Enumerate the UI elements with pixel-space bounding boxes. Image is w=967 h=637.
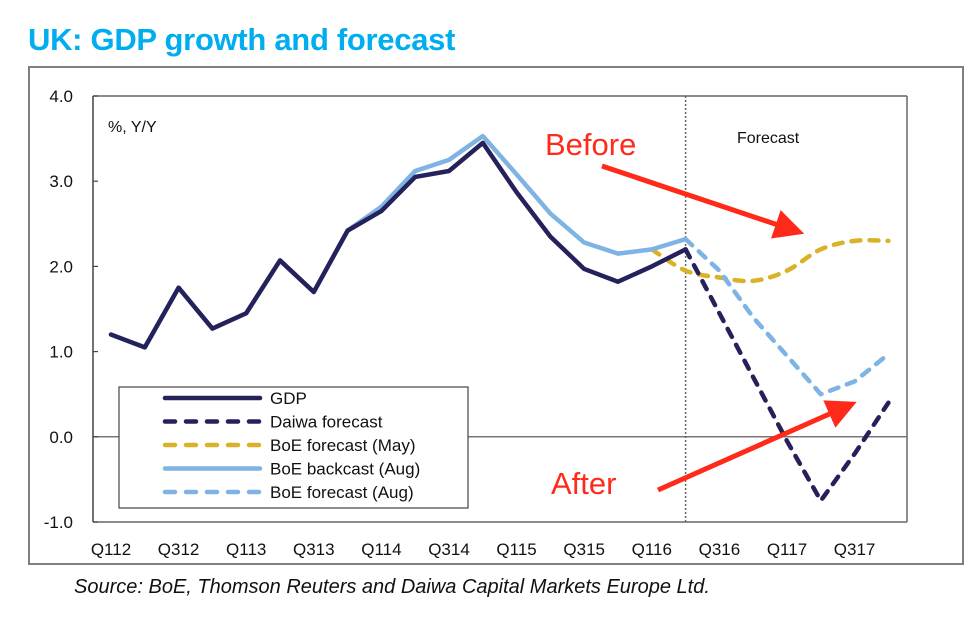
y-tick-label: -1.0 — [44, 513, 73, 532]
legend-label: BoE backcast (Aug) — [270, 460, 420, 479]
annotation-before-arrow — [601, 163, 805, 239]
x-tick-label: Q312 — [158, 540, 200, 559]
series-line-daiwa-forecast — [683, 247, 891, 503]
annotation-after-arrow — [656, 400, 857, 493]
legend-box — [118, 386, 469, 509]
y-tick-label: 4.0 — [49, 87, 73, 106]
x-tick-label: Q317 — [834, 540, 876, 559]
legend-label: Daiwa forecast — [270, 413, 383, 432]
legend-label: GDP — [270, 389, 307, 408]
annotation-before: Before — [545, 127, 636, 162]
legend: GDP Daiwa forecast BoE forecast (May) BoE b… — [118, 386, 469, 509]
series-line-boe-forecast-aug — [683, 236, 891, 397]
y-axis-label: %, Y/Y — [108, 119, 157, 136]
annotations: Before After — [545, 127, 857, 501]
x-tick-label: Q117 — [767, 540, 807, 559]
y-tick-label: 0.0 — [49, 428, 73, 447]
x-tick-label: Q112 — [91, 540, 131, 559]
x-tick-label: Q313 — [293, 540, 335, 559]
annotation-after: After — [551, 466, 616, 501]
y-tick-label: 3.0 — [49, 172, 73, 191]
forecast-label: Forecast — [737, 130, 800, 147]
chart-title: UK: GDP growth and forecast — [28, 22, 456, 57]
x-tick-label: Q316 — [699, 540, 741, 559]
legend-label: BoE forecast (May) — [270, 436, 416, 455]
series-line-gdp — [108, 140, 688, 350]
chart-frame — [28, 66, 964, 565]
source-note: Source: BoE, Thomson Reuters and Daiwa C… — [74, 576, 710, 598]
series-line-boe-forecast-may — [649, 237, 891, 284]
x-tick-label: Q114 — [361, 540, 401, 559]
series-group — [108, 133, 891, 503]
x-ticks: Q112 Q312 Q113 Q313 Q114 Q314 Q115 Q315 Q116 Q316… — [91, 540, 876, 559]
x-tick-label: Q315 — [563, 540, 605, 559]
series-line-boe-backcast-aug — [108, 133, 688, 350]
x-tick-label: Q113 — [226, 540, 266, 559]
x-tick-label: Q314 — [428, 540, 470, 559]
x-tick-label: Q115 — [496, 540, 536, 559]
legend-label: BoE forecast (Aug) — [270, 483, 414, 502]
x-tick-label: Q116 — [632, 540, 672, 559]
y-ticks: 4.0 3.0 2.0 1.0 0.0 -1.0 — [44, 87, 98, 532]
y-tick-label: 2.0 — [49, 257, 73, 276]
y-tick-label: 1.0 — [49, 343, 73, 362]
